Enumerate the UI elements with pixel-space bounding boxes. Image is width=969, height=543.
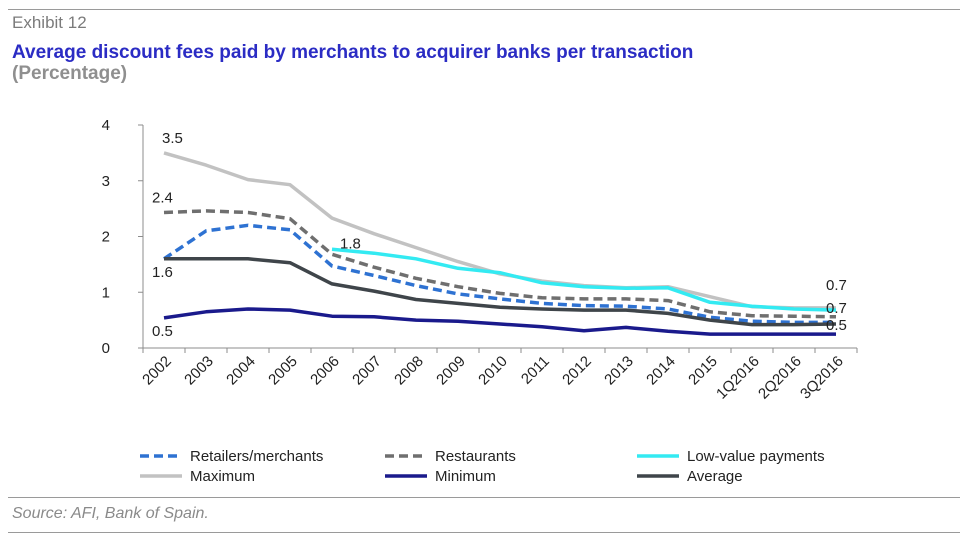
legend-label: Minimum	[435, 468, 496, 485]
x-tick-label: 2005	[265, 353, 301, 389]
y-tick-label: 4	[102, 117, 110, 134]
series-line-minimum	[163, 307, 836, 336]
data-label: 3.5	[162, 130, 183, 147]
series-line-average	[164, 257, 837, 327]
x-tick-label: 2009	[433, 353, 469, 389]
x-tick-label: 2010	[475, 353, 511, 389]
data-label: 2.4	[152, 190, 173, 207]
data-label: 1.8	[340, 235, 361, 252]
x-tick-label: 2015	[685, 353, 721, 389]
x-tick-label: 1Q2016	[713, 353, 763, 403]
series-line-low-value-payments	[331, 247, 837, 312]
data-label: 0.5	[826, 317, 847, 334]
y-tick-label: 3	[102, 173, 110, 190]
chart-title: Average discount fees paid by merchants …	[12, 42, 694, 63]
bottom-rule	[8, 532, 960, 533]
legend-label: Low-value payments	[687, 448, 825, 465]
x-tick-label: 2013	[601, 353, 637, 389]
x-tick-label: 2011	[518, 353, 553, 388]
chart-subtitle: (Percentage)	[12, 63, 128, 84]
x-tick-label: 2002	[139, 353, 175, 389]
data-label: 0.7	[826, 277, 847, 294]
x-tick-label: 2006	[307, 353, 343, 389]
data-label: 0.5	[152, 323, 173, 340]
source-note: Source: AFI, Bank of Spain.	[12, 505, 209, 522]
legend-label: Maximum	[190, 468, 255, 485]
exhibit-label: Exhibit 12	[12, 13, 87, 32]
x-tick-label: 3Q2016	[797, 353, 847, 403]
x-tick-label: 2008	[391, 353, 427, 389]
top-rule	[8, 9, 960, 10]
x-tick-label: 2014	[643, 353, 679, 389]
x-tick-label: 2Q2016	[755, 353, 805, 403]
legend-label: Restaurants	[435, 448, 516, 465]
x-tick-label: 2007	[349, 353, 385, 389]
series-line-retailers-merchants	[163, 223, 836, 325]
legend-label: Retailers/merchants	[190, 448, 323, 465]
x-tick-label: 2012	[559, 353, 595, 389]
data-label: 0.7	[826, 300, 847, 317]
series-line-restaurants	[163, 209, 837, 319]
source-rule	[8, 497, 960, 498]
data-label: 1.6	[152, 264, 173, 281]
x-tick-label: 2003	[181, 353, 217, 389]
legend-label: Average	[687, 468, 743, 485]
series-line-maximum	[163, 151, 836, 310]
y-tick-label: 1	[102, 284, 110, 301]
x-tick-label: 2004	[223, 353, 259, 389]
y-tick-label: 2	[102, 229, 110, 246]
y-tick-label: 0	[102, 340, 110, 357]
